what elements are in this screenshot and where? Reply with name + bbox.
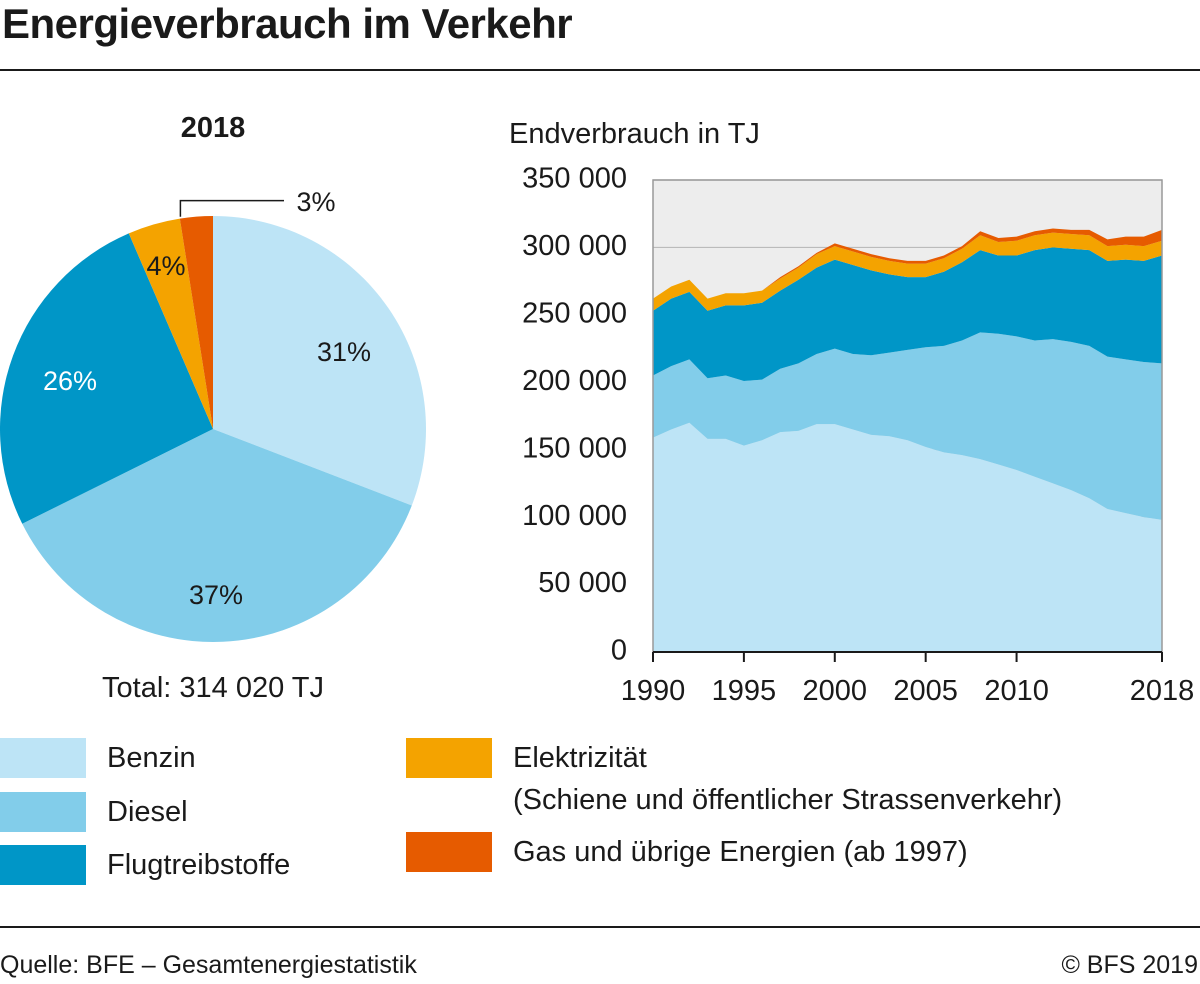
legend-label-benzin: Benzin <box>107 742 196 774</box>
legend-item-gas: Gas und übrige Energien (ab 1997) <box>406 832 968 874</box>
x-tick-label-2: 2000 <box>803 675 868 707</box>
y-tick-label-1: 50 000 <box>538 567 627 599</box>
source-note: Quelle: BFE – Gesamtenergiestatistik <box>0 951 417 979</box>
y-tick-label-5: 250 000 <box>522 298 627 330</box>
area-chart: Endverbrauch in TJ 0 50 000 100 000 150 000 2… <box>509 118 1194 707</box>
pie-slice-5 <box>179 216 213 429</box>
y-tick-label-6: 300 000 <box>522 230 627 262</box>
legend-item-flugtreibstoffe: Flugtreibstoffe <box>0 845 290 891</box>
legend-item-elektrizitaet: Elektrizität (Schiene und öffentlicher S… <box>406 738 1062 822</box>
pie-label-3: 26% <box>43 366 97 396</box>
legend-swatch-elektrizitaet <box>406 738 492 778</box>
x-tick-label-5: 2018 <box>1130 675 1195 707</box>
pie-label-2: 37% <box>189 580 243 610</box>
pie-slice-4 <box>128 218 213 429</box>
y-axis-title: Endverbrauch in TJ <box>509 118 760 150</box>
pie-chart: 31% 37% 26% 4% 3% <box>0 187 426 643</box>
pie-leader-line <box>179 199 284 217</box>
pie-label-5: 3% <box>296 187 335 217</box>
pie-slice-3 <box>0 233 213 524</box>
x-tick-label-1: 1995 <box>712 675 777 707</box>
pie-total: Total: 314 020 TJ <box>102 672 324 704</box>
x-tick-label-4: 2010 <box>984 675 1049 707</box>
title-rule <box>0 69 1200 71</box>
y-tick-label-2: 100 000 <box>522 500 627 532</box>
legend-swatch-diesel <box>0 792 86 832</box>
area-series-3 <box>653 247 1162 381</box>
pie-title: 2018 <box>180 112 246 144</box>
pie-label-4: 4% <box>146 251 185 281</box>
pie-slice-2 <box>22 429 412 643</box>
pie-slice-1 <box>213 216 426 506</box>
legend-label-diesel: Diesel <box>107 796 188 828</box>
legend-item-diesel: Diesel <box>0 792 188 838</box>
legend-item-benzin: Benzin <box>0 738 196 784</box>
y-tick-label-4: 200 000 <box>522 365 627 397</box>
y-tick-label-3: 150 000 <box>522 432 627 464</box>
copyright: © BFS 2019 <box>1061 951 1198 979</box>
pie-label-1: 31% <box>317 337 371 367</box>
legend-swatch-gas <box>406 832 492 872</box>
area-series-2 <box>653 332 1162 520</box>
legend-label-elektrizitaet: Elektrizität <box>513 742 647 774</box>
legend-swatch-flugtreibstoffe <box>0 845 86 885</box>
area-series-4 <box>653 232 1162 311</box>
x-tick-label-3: 2005 <box>893 675 958 707</box>
footer-rule <box>0 926 1200 928</box>
legend-label-elektrizitaet-note: (Schiene und öffentlicher Strassenverkeh… <box>513 784 1063 816</box>
legend-label-gas: Gas und übrige Energien (ab 1997) <box>513 836 968 868</box>
x-tick-label-0: 1990 <box>621 675 686 707</box>
legend-swatch-benzin <box>0 738 86 778</box>
y-tick-label-0: 0 <box>611 635 627 667</box>
legend-label-flugtreibstoffe: Flugtreibstoffe <box>107 849 291 881</box>
chart-title: Energieverbrauch im Verkehr <box>2 0 573 47</box>
area-series-1 <box>653 422 1162 652</box>
y-tick-label-7: 350 000 <box>522 163 627 195</box>
